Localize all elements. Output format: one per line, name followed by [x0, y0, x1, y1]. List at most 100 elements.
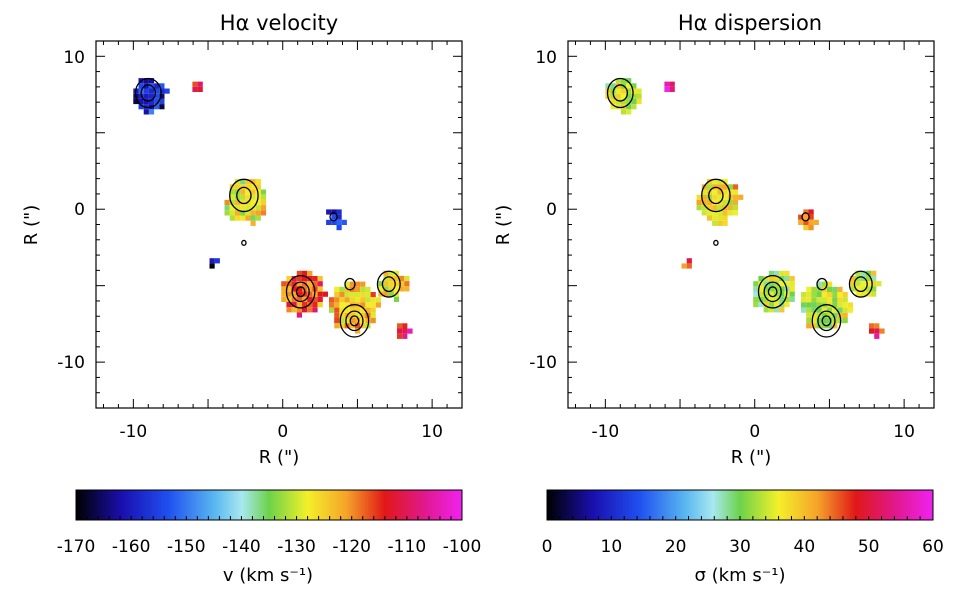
emission-region	[326, 209, 347, 231]
map-pixel	[375, 302, 381, 308]
dispersion-x-tick-label: -10	[591, 422, 619, 442]
flux-contour	[345, 310, 364, 332]
dispersion-y-tick-label: -10	[529, 353, 557, 373]
map-pixel	[816, 318, 822, 324]
map-pixel	[768, 291, 774, 297]
map-pixel	[360, 292, 366, 298]
flux-contour	[241, 239, 247, 246]
dispersion-y-tick-label: 10	[535, 48, 557, 68]
map-pixel	[154, 98, 160, 105]
map-pixel	[610, 98, 616, 105]
map-pixel	[240, 179, 246, 185]
flux-contour	[701, 178, 731, 213]
map-pixel	[224, 199, 230, 206]
map-pixel	[312, 281, 318, 287]
map-pixel	[339, 307, 345, 313]
map-pixel	[148, 93, 155, 99]
map-pixel	[789, 276, 795, 282]
map-pixel	[344, 297, 350, 303]
map-pixel	[159, 98, 165, 105]
map-pixel	[811, 318, 817, 324]
map-pixel	[808, 209, 814, 215]
map-pixel	[763, 307, 769, 313]
map-pixel	[229, 205, 235, 211]
map-pixel	[727, 199, 733, 206]
map-pixel	[360, 302, 366, 308]
map-pixel	[871, 286, 877, 292]
map-pixel	[816, 292, 822, 298]
map-pixel	[620, 93, 627, 99]
map-pixel	[339, 312, 345, 318]
map-pixel	[349, 292, 355, 298]
map-pixel	[706, 199, 713, 206]
flux-contour	[816, 277, 828, 291]
map-pixel	[615, 98, 621, 105]
map-pixel	[326, 209, 332, 215]
map-pixel	[240, 205, 246, 211]
map-pixel	[383, 286, 389, 292]
map-pixel	[349, 297, 355, 303]
velocity-axis-ticks	[96, 40, 462, 408]
flux-contour	[767, 286, 778, 298]
map-pixel	[827, 292, 833, 298]
dispersion-axis-ticks	[568, 40, 934, 408]
map-pixel	[717, 194, 723, 200]
map-pixel	[811, 312, 817, 318]
map-pixel	[339, 318, 345, 324]
flux-contour	[376, 270, 401, 298]
map-pixel	[855, 286, 861, 292]
map-pixel	[768, 270, 774, 276]
map-pixel	[209, 263, 215, 269]
flux-contour	[339, 304, 370, 338]
flux-contour	[295, 286, 306, 298]
map-pixel	[821, 312, 827, 318]
map-pixel	[349, 318, 355, 324]
map-pixel	[281, 281, 287, 287]
flux-contour	[708, 186, 724, 205]
map-pixel	[393, 275, 400, 282]
map-pixel	[344, 281, 350, 287]
map-pixel	[370, 312, 376, 318]
map-pixel	[317, 281, 323, 287]
velocity-colorbar-tick-label: -170	[57, 537, 96, 557]
map-pixel	[620, 98, 627, 105]
map-pixel	[407, 328, 413, 334]
map-pixel	[307, 281, 313, 287]
map-pixel	[286, 307, 292, 313]
map-pixel	[722, 179, 728, 185]
map-pixel	[801, 297, 807, 303]
map-pixel	[383, 270, 389, 276]
map-pixel	[620, 109, 627, 115]
map-pixel	[296, 270, 302, 276]
flux-contour	[757, 274, 788, 309]
map-pixel	[827, 323, 833, 329]
map-pixel	[808, 214, 814, 220]
map-pixel	[850, 275, 856, 282]
map-pixel	[758, 286, 764, 292]
map-pixel	[732, 199, 739, 206]
map-pixel	[349, 307, 355, 313]
map-pixel	[686, 263, 692, 269]
map-pixel	[732, 210, 739, 216]
map-pixel	[355, 286, 361, 292]
velocity-x-tick-label: 0	[277, 422, 288, 442]
map-pixel	[312, 296, 318, 302]
map-pixel	[245, 205, 251, 211]
map-pixel	[806, 286, 812, 292]
map-pixel	[626, 109, 632, 115]
map-pixel	[383, 275, 389, 282]
flux-contour	[853, 276, 868, 293]
map-pixel	[344, 302, 350, 308]
map-pixel	[806, 307, 812, 313]
map-pixel	[331, 214, 337, 220]
map-pixel	[806, 297, 812, 303]
map-pixel	[245, 215, 251, 221]
map-pixel	[774, 302, 780, 308]
map-pixel	[334, 323, 340, 329]
flux-contour	[349, 315, 360, 327]
map-pixel	[399, 275, 405, 282]
map-pixel	[784, 302, 790, 308]
map-pixel	[732, 184, 739, 190]
map-pixel	[879, 328, 885, 334]
map-pixel	[717, 184, 723, 190]
